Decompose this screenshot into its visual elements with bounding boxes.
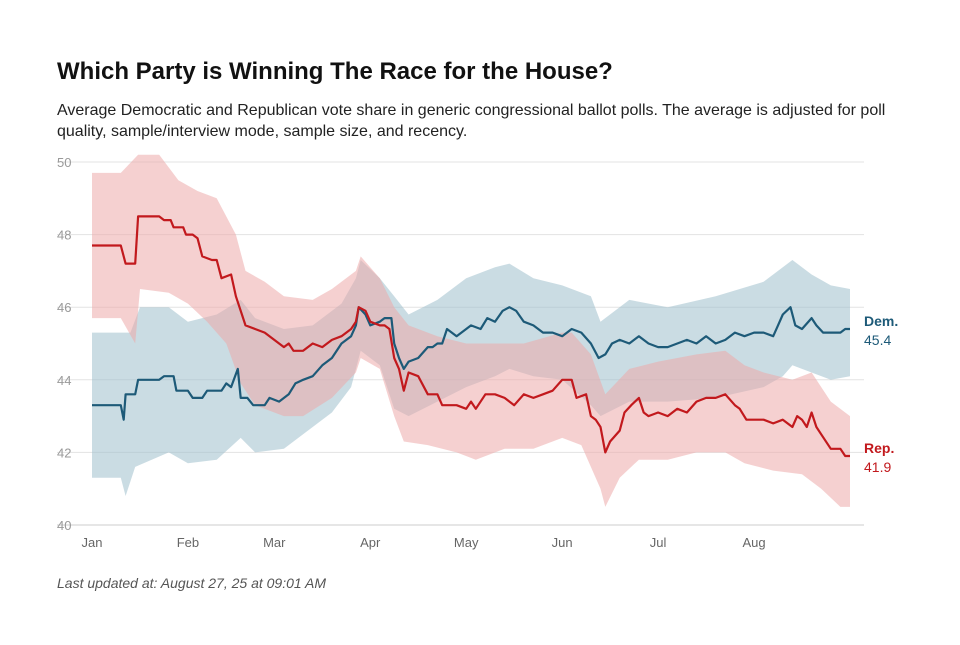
x-tick-label-jun: Jun [552,535,573,550]
x-tick-label-apr: Apr [360,535,381,550]
end-label-name-rep: Rep. [864,440,894,456]
x-tick-label-jul: Jul [650,535,667,550]
chart-subtitle: Average Democratic and Republican vote s… [57,102,886,140]
series-line-rep [92,215,850,458]
series-line-dem [92,306,850,421]
end-label-name-dem: Dem. [864,313,898,329]
x-tick-label-may: May [454,535,479,550]
y-tick-label-50: 50 [57,155,71,170]
x-tick-label-aug: Aug [742,535,765,550]
y-tick-label-48: 48 [57,228,71,243]
label-layer: Dem. 45.4 Rep. 41.9 [864,313,898,475]
chart-title: Which Party is Winning The Race for the … [57,58,613,85]
y-tick-label-42: 42 [57,445,71,460]
y-tick-label-44: 44 [57,373,71,388]
end-label-value-rep: 41.9 [864,459,891,475]
x-tick-label-feb: Feb [177,535,199,550]
band-layer [92,154,850,507]
x-tick-label-jan: Jan [82,535,103,550]
last-updated-note: Last updated at: August 27, 25 at 09:01 … [57,575,327,591]
y-tick-label-40: 40 [57,518,71,533]
line-layer [92,215,850,458]
end-label-value-dem: 45.4 [864,332,891,348]
confidence-band-rep [92,154,850,507]
x-tick-label-mar: Mar [263,535,286,550]
y-tick-label-46: 46 [57,300,71,315]
